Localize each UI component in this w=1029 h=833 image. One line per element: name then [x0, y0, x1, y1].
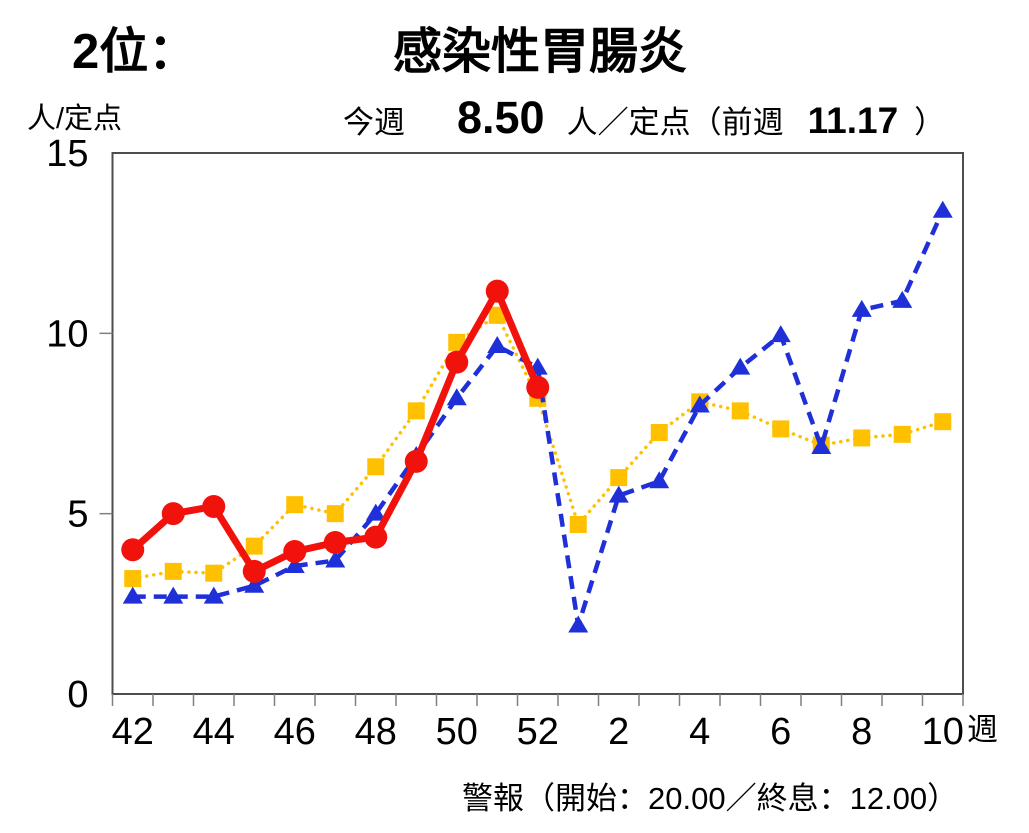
data-point-current-season-red-solid-circles [121, 538, 145, 562]
data-point-two-seasons-ago-blue-dashed-triangles [851, 299, 872, 317]
data-point-current-season-red-solid-circles [364, 525, 388, 549]
y-tick-label: 0 [67, 674, 88, 716]
data-point-two-seasons-ago-blue-dashed-triangles [244, 575, 265, 593]
data-point-current-season-red-solid-circles [404, 449, 428, 473]
this-week-label: 今週 [343, 105, 405, 140]
y-axis-unit-label: 人/定点 [27, 103, 123, 135]
series-line-two-seasons-ago-blue-dashed-triangles [132, 209, 945, 628]
x-tick-label: 48 [355, 711, 397, 753]
data-point-current-season-red-solid-circles [485, 279, 509, 303]
data-point-two-seasons-ago-blue-dashed-triangles [932, 200, 953, 218]
data-point-two-seasons-ago-blue-dashed-triangles [730, 357, 751, 375]
x-tick-label: 44 [193, 711, 235, 753]
prev-week-value: 11.17 [807, 100, 899, 141]
data-point-previous-season-gold-dotted-squares [124, 570, 142, 588]
data-point-two-seasons-ago-blue-dashed-triangles [568, 615, 589, 633]
data-point-previous-season-gold-dotted-squares [448, 333, 466, 351]
data-point-previous-season-gold-dotted-squares [893, 425, 911, 443]
data-point-current-season-red-solid-circles [283, 540, 307, 564]
y-tick-label: 10 [46, 313, 88, 355]
data-point-previous-season-gold-dotted-squares [245, 537, 263, 555]
x-tick-label: 8 [851, 711, 872, 753]
x-tick-label: 2 [608, 711, 629, 753]
data-point-two-seasons-ago-blue-dashed-triangles [608, 485, 629, 503]
data-point-current-season-red-solid-circles [161, 502, 185, 526]
data-point-two-seasons-ago-blue-dashed-triangles [770, 325, 791, 343]
data-point-current-season-red-solid-circles [202, 494, 226, 518]
y-tick-label: 5 [67, 494, 88, 536]
data-point-previous-season-gold-dotted-squares [488, 306, 506, 324]
data-point-two-seasons-ago-blue-dashed-triangles [163, 586, 184, 604]
data-point-previous-season-gold-dotted-squares [407, 402, 425, 420]
data-point-previous-season-gold-dotted-squares [731, 402, 749, 420]
unit-prev-week-label: 人／定点（前週 [566, 105, 784, 140]
plot-border [111, 152, 964, 695]
weekly-stats-line: 今週 8.50 人／定点（前週 11.17 ） [343, 92, 945, 144]
x-axis-unit-label: 週 [967, 712, 998, 747]
close-paren: ） [914, 105, 946, 140]
x-tick-label: 4 [689, 711, 710, 753]
x-tick-label: 42 [112, 711, 154, 753]
data-point-previous-season-gold-dotted-squares [205, 564, 223, 582]
data-point-previous-season-gold-dotted-squares [650, 424, 668, 442]
data-point-current-season-red-solid-circles [242, 559, 266, 583]
x-tick-label: 52 [517, 711, 559, 753]
y-tick-label: 15 [46, 133, 88, 175]
this-week-value: 8.50 [457, 92, 545, 143]
data-point-two-seasons-ago-blue-dashed-triangles [365, 503, 386, 521]
data-point-previous-season-gold-dotted-squares [286, 496, 304, 514]
alert-threshold-note: 警報（開始：20.00／終息：12.00） [462, 781, 959, 816]
data-point-two-seasons-ago-blue-dashed-triangles [325, 550, 346, 568]
x-tick-label: 10 [922, 711, 964, 753]
data-point-previous-season-gold-dotted-squares [569, 515, 587, 533]
data-point-two-seasons-ago-blue-dashed-triangles [487, 335, 508, 353]
data-point-current-season-red-solid-circles [445, 350, 469, 374]
data-point-previous-season-gold-dotted-squares [934, 413, 952, 431]
disease-title: 感染性胃腸炎 [393, 25, 688, 79]
data-point-two-seasons-ago-blue-dashed-triangles [892, 290, 913, 308]
data-point-previous-season-gold-dotted-squares [367, 458, 385, 476]
series-line-current-season-red-solid-circles [130, 287, 541, 575]
data-point-two-seasons-ago-blue-dashed-triangles [649, 471, 670, 489]
x-tick-label: 6 [770, 711, 791, 753]
data-point-two-seasons-ago-blue-dashed-triangles [811, 436, 832, 454]
x-tick-label: 50 [436, 711, 478, 753]
data-point-current-season-red-solid-circles [323, 531, 347, 555]
data-point-two-seasons-ago-blue-dashed-triangles [446, 388, 467, 406]
data-point-two-seasons-ago-blue-dashed-triangles [122, 586, 143, 604]
rank-label: 2位： [72, 25, 198, 79]
data-point-current-season-red-solid-circles [526, 375, 550, 399]
data-point-previous-season-gold-dotted-squares [772, 420, 790, 438]
data-point-previous-season-gold-dotted-squares [610, 469, 628, 487]
data-point-previous-season-gold-dotted-squares [853, 429, 871, 447]
data-point-two-seasons-ago-blue-dashed-triangles [284, 555, 305, 573]
data-point-two-seasons-ago-blue-dashed-triangles [689, 395, 710, 413]
data-point-previous-season-gold-dotted-squares [326, 505, 344, 523]
data-point-two-seasons-ago-blue-dashed-triangles [203, 586, 224, 604]
data-point-previous-season-gold-dotted-squares [164, 562, 182, 580]
x-tick-label: 46 [274, 711, 316, 753]
